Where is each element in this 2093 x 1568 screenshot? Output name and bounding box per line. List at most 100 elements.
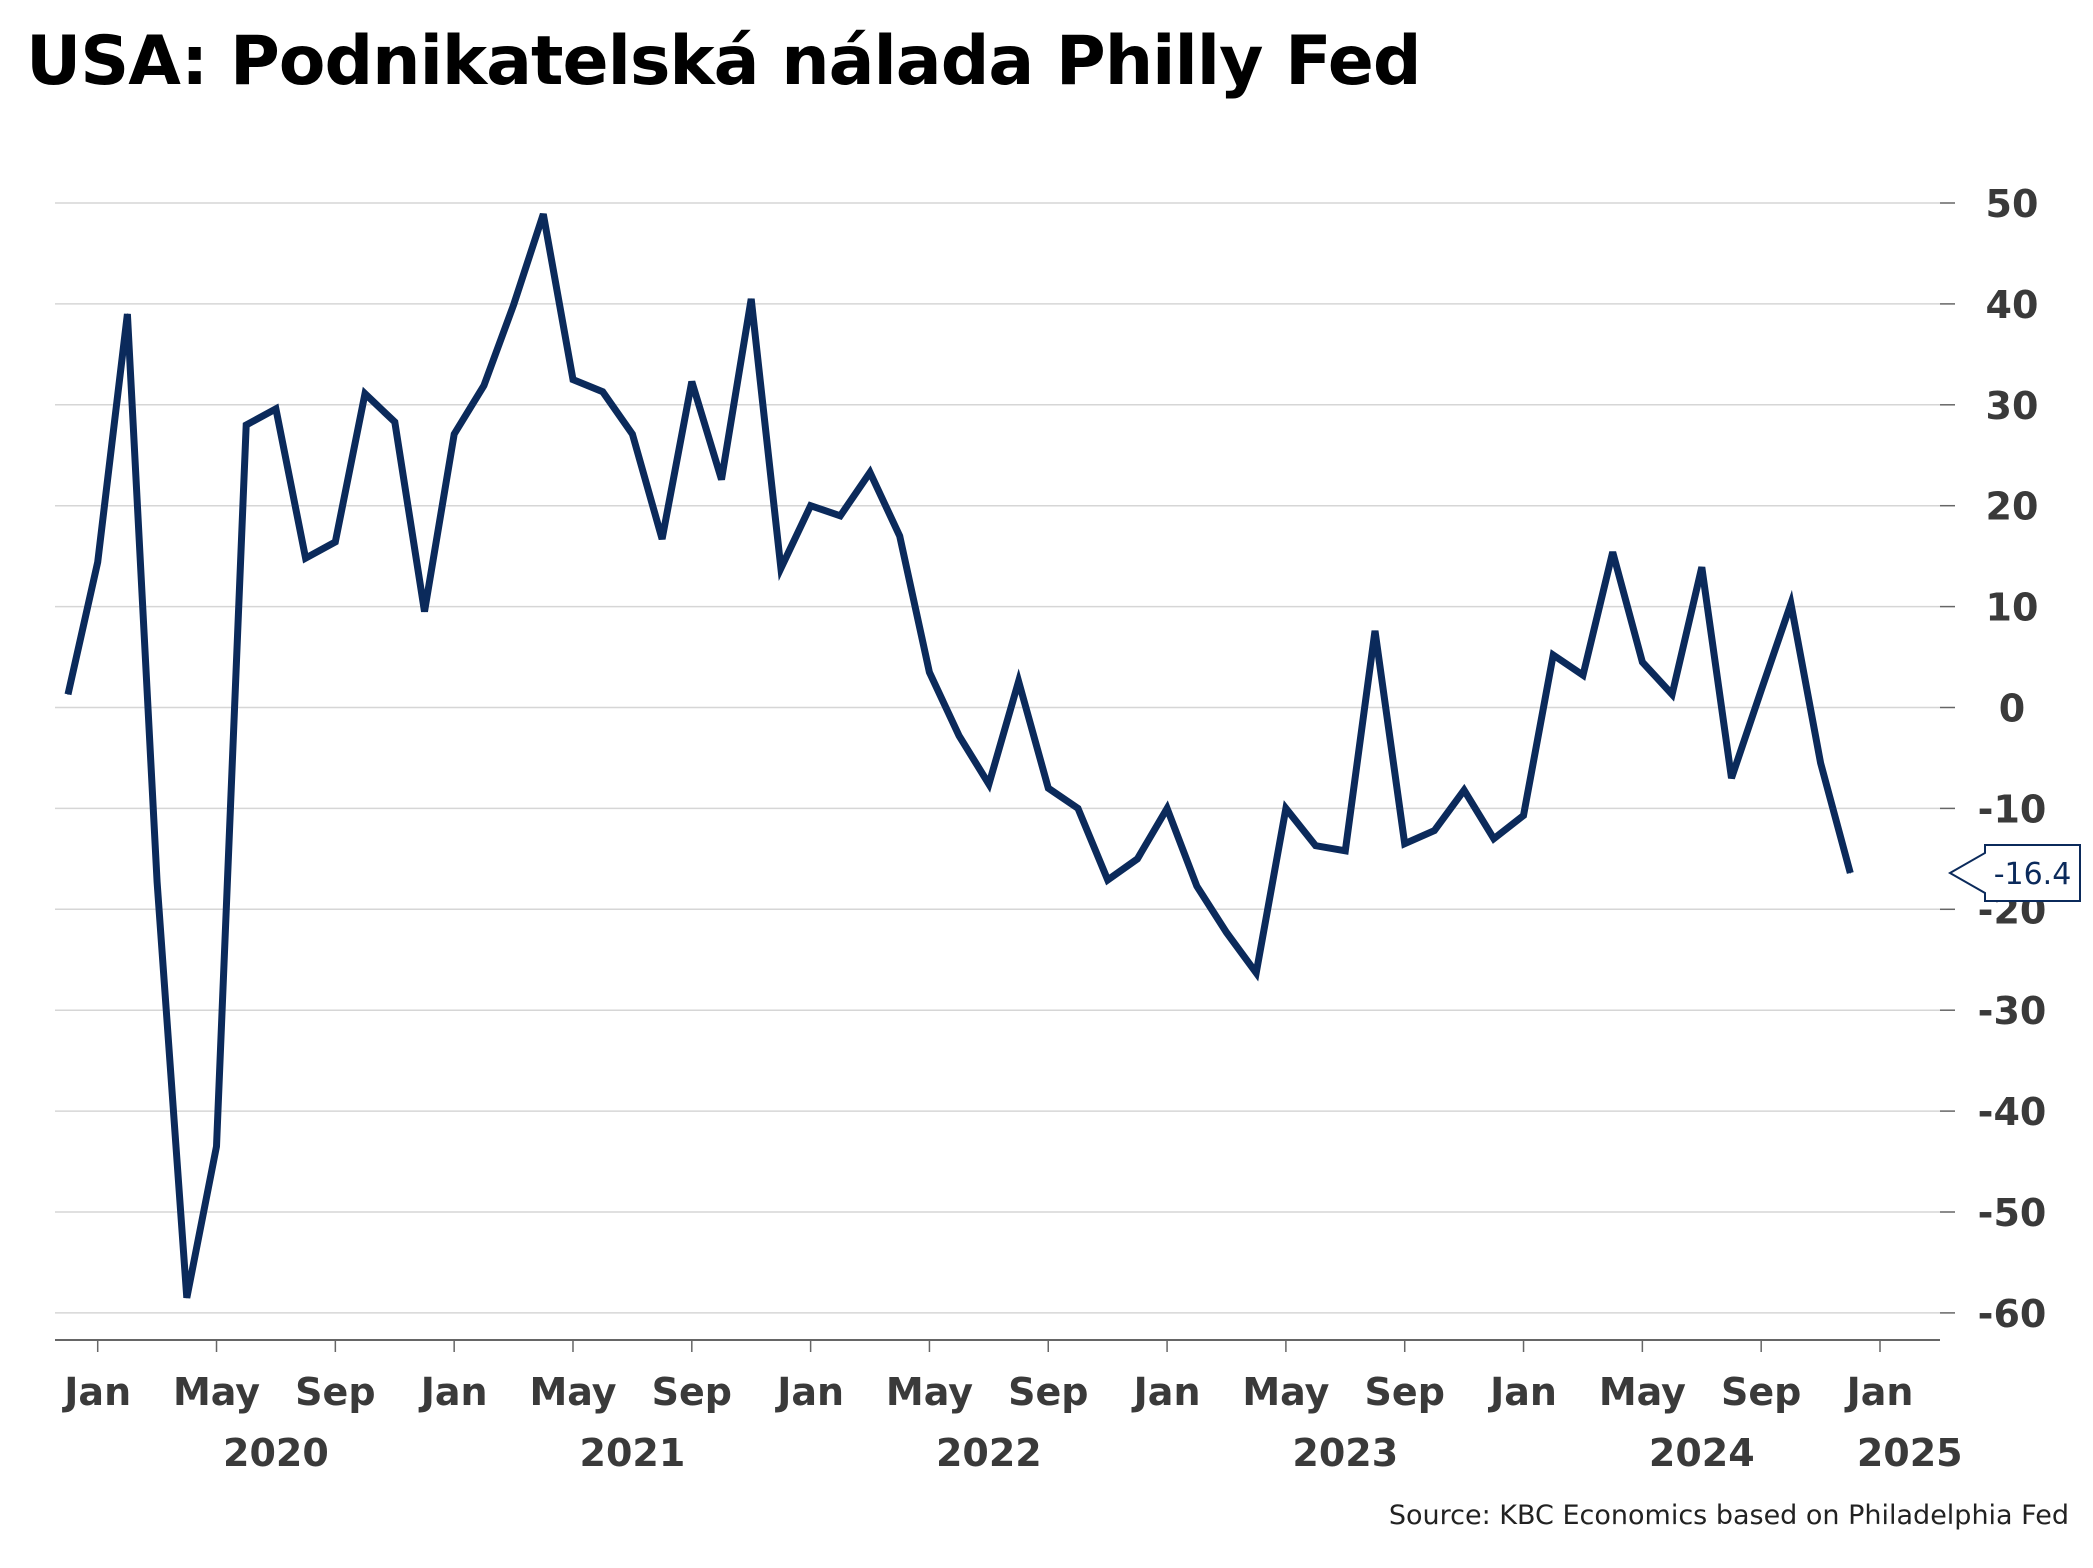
data-point [1849, 872, 1851, 874]
y-tick-label: 10 [1986, 586, 2039, 630]
data-point [394, 421, 396, 423]
data-point [542, 213, 544, 215]
data-point [156, 881, 158, 883]
data-point [750, 298, 752, 300]
data-point [691, 381, 693, 383]
data-point [1641, 661, 1643, 663]
data-point [810, 505, 812, 507]
year-label: 2022 [936, 1431, 1042, 1475]
data-point [186, 1297, 188, 1299]
data-point [1136, 858, 1138, 860]
x-tick-label: Jan [1844, 1370, 1914, 1414]
data-point [1374, 630, 1376, 632]
data-point [423, 611, 425, 613]
data-point [245, 424, 247, 426]
x-axis: Jan May Sep Jan May Sep Jan May Sep Jan May Sep Jan M… [61, 1340, 1963, 1475]
data-point [1107, 879, 1109, 881]
data-point [958, 735, 960, 737]
y-tick-label: 0 [1999, 687, 2025, 731]
data-point [1166, 807, 1168, 809]
x-tick-label: May [173, 1370, 260, 1414]
x-tick-label: Jan [418, 1370, 488, 1414]
data-point [1225, 932, 1227, 934]
data-point [869, 471, 871, 473]
source-note: Source: KBC Economics based on Philadelp… [1388, 1500, 2069, 1531]
data-point [334, 541, 336, 543]
x-tick-label: Jan [774, 1370, 844, 1414]
y-tick-label: 30 [1986, 384, 2039, 428]
data-point [1701, 566, 1703, 568]
x-tick-label: May [1599, 1370, 1686, 1414]
data-point [1790, 603, 1792, 605]
data-point [1463, 789, 1465, 791]
data-point [899, 535, 901, 537]
data-point [1018, 680, 1020, 682]
x-tick-label: May [529, 1370, 616, 1414]
x-tick-label: May [1242, 1370, 1329, 1414]
data-point [721, 478, 723, 480]
year-label: 2020 [223, 1431, 329, 1475]
year-label: 2023 [1292, 1431, 1398, 1475]
series-line [64, 213, 1854, 1299]
y-tick-label: 50 [1986, 182, 2039, 226]
data-point [1315, 845, 1317, 847]
gridlines [55, 202, 1940, 1314]
y-tick-label: -60 [1978, 1292, 2047, 1336]
data-point [928, 671, 930, 673]
data-point [1404, 843, 1406, 845]
x-tick-label: Jan [1487, 1370, 1557, 1414]
y-tick-label: -30 [1978, 989, 2047, 1033]
chart-title: USA: Podnikatelská nálada Philly Fed [26, 22, 1422, 101]
y-tick-label: 40 [1986, 283, 2039, 327]
y-tick-label: -50 [1978, 1191, 2047, 1235]
x-tick-label: Sep [1365, 1370, 1445, 1414]
data-point [513, 304, 515, 306]
annotations: -16.4 [1947, 843, 2081, 902]
series-layer [64, 213, 1854, 1299]
data-point [1671, 693, 1673, 695]
data-point [453, 433, 455, 435]
x-tick-label: Jan [1131, 1370, 1201, 1414]
value-callout-label: -16.4 [1994, 857, 2072, 892]
data-point [275, 408, 277, 410]
data-point [1523, 814, 1525, 816]
y-tick-label: 20 [1986, 485, 2039, 529]
x-tick-label: Sep [295, 1370, 375, 1414]
x-tick-label: Jan [61, 1370, 131, 1414]
data-point [1344, 850, 1346, 852]
value-callout-box [1947, 843, 2081, 902]
year-label: 2024 [1649, 1431, 1755, 1475]
x-tick-label: Sep [652, 1370, 732, 1414]
data-point [1552, 654, 1554, 656]
data-point [572, 379, 574, 381]
data-point [1730, 777, 1732, 779]
year-label: 2025 [1857, 1431, 1963, 1475]
data-point [1255, 972, 1257, 974]
y-tick-label: -40 [1978, 1090, 2047, 1134]
data-point [1612, 551, 1614, 553]
data-point [216, 1145, 218, 1147]
data-point [1582, 674, 1584, 676]
data-point [483, 385, 485, 387]
year-label: 2021 [580, 1431, 686, 1475]
data-point [631, 433, 633, 435]
data-point [661, 538, 663, 540]
data-point [1433, 830, 1435, 832]
data-point [1077, 807, 1079, 809]
data-point [1196, 885, 1198, 887]
data-point [1493, 838, 1495, 840]
data-point [988, 783, 990, 785]
data-point [67, 693, 69, 695]
data-point [602, 391, 604, 393]
data-point [126, 313, 128, 315]
x-tick-label: May [886, 1370, 973, 1414]
data-point [1285, 807, 1287, 809]
data-point [97, 561, 99, 563]
x-tick-label: Sep [1008, 1370, 1088, 1414]
y-tick-label: -10 [1978, 787, 2047, 831]
x-tick-label: Sep [1721, 1370, 1801, 1414]
data-point [364, 393, 366, 395]
data-point [1047, 787, 1049, 789]
